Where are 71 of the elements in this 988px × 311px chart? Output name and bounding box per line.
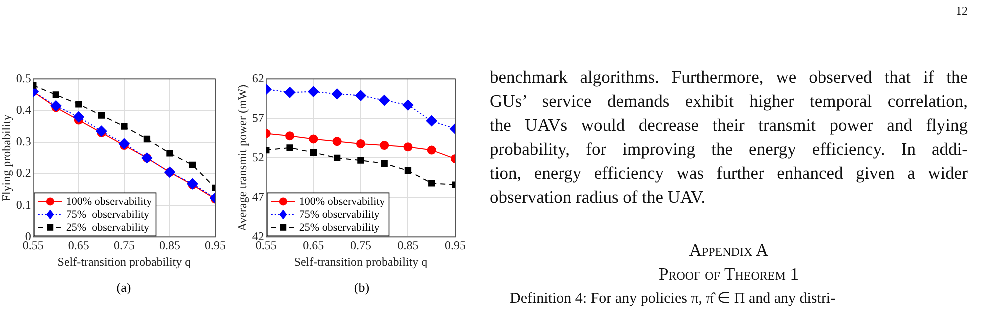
point	[96, 126, 108, 137]
point	[286, 132, 295, 141]
y-tick-label: 62	[252, 71, 264, 86]
x-tick-label: 0.65	[303, 238, 324, 253]
point	[379, 95, 390, 106]
text: benchmark algorithms. Furthermore, we observed that if the	[490, 66, 968, 89]
legend-label: 25% observability	[66, 222, 150, 234]
point	[52, 92, 60, 98]
point	[332, 88, 343, 100]
point	[332, 137, 342, 146]
x-tick-label: 0.85	[398, 238, 419, 253]
x-axis-title: Self-transition probability q	[58, 254, 192, 269]
text: (b)	[353, 280, 371, 296]
y-tick-label: 52	[252, 150, 264, 164]
y-tick-label: 0.3	[16, 134, 32, 149]
y-tick-label: 0.5	[16, 71, 32, 86]
text: observation radius of the UAV.	[490, 186, 707, 209]
text: Definition 4: For any policies π, π̂ ∈ Π and any distri-	[510, 290, 836, 308]
point	[189, 162, 196, 168]
point	[144, 136, 151, 143]
x-tick-label: 0.95	[205, 238, 226, 253]
point	[98, 112, 106, 119]
text: GUs’ service demands exhibit higher temporal correlation,	[490, 90, 968, 113]
point	[427, 146, 436, 155]
x-axis-title: Self-transition probability q	[294, 254, 428, 269]
point	[402, 100, 414, 111]
y-axis-title: Average transmit power (mW)	[235, 84, 250, 232]
y-tick-label: 47	[252, 190, 264, 204]
point	[334, 154, 341, 162]
point	[309, 134, 318, 144]
text: probability, for improving the energy efficiency. In addi-	[490, 138, 968, 161]
point	[50, 100, 62, 112]
point	[118, 138, 130, 150]
legend-label: 100% observability	[66, 196, 153, 208]
point	[166, 150, 174, 157]
point	[76, 101, 82, 108]
legend-label: 100% observability	[299, 196, 386, 208]
legend-label: 25% observability	[299, 222, 380, 234]
point	[284, 87, 296, 98]
text: tion, energy efficiency was further enhanced given a wider	[490, 162, 968, 185]
point	[121, 123, 128, 130]
legend-label: 75% observability	[66, 209, 150, 222]
point	[426, 116, 438, 127]
point	[380, 141, 390, 150]
x-tick-label: 0.75	[114, 238, 135, 253]
point	[286, 144, 294, 152]
x-tick-label: 0.75	[350, 238, 372, 253]
legend-label: 75% observability	[299, 209, 380, 222]
y-tick-label: 57	[252, 110, 264, 125]
text: 12	[956, 4, 968, 19]
point	[355, 90, 366, 102]
point	[358, 157, 364, 164]
point	[310, 149, 318, 156]
y-tick-label: 0.1	[16, 198, 32, 212]
text: Appendix A	[688, 239, 770, 262]
text: (a)	[116, 280, 132, 296]
x-tick-label: 0.95	[445, 238, 466, 253]
point	[404, 168, 412, 174]
y-tick-label: 0.2	[16, 166, 32, 180]
text: the UAVs would decrease their transmit power and flying	[490, 114, 968, 137]
x-tick-label: 0.85	[159, 238, 180, 253]
x-tick-label: 0.65	[68, 238, 90, 253]
point	[404, 142, 413, 152]
point	[428, 180, 436, 187]
point	[308, 86, 320, 98]
y-tick-label: 0.4	[16, 102, 32, 117]
point	[356, 139, 366, 148]
point	[381, 160, 388, 168]
point	[73, 112, 84, 123]
text: Proof of Theorem 1	[658, 263, 800, 286]
y-axis-title: Flying probability	[0, 114, 14, 202]
